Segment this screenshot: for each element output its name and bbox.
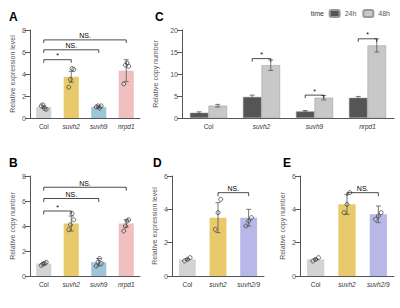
svg-text:*: *	[56, 204, 59, 211]
svg-text:Col: Col	[204, 123, 214, 130]
svg-text:E: E	[283, 156, 291, 170]
svg-text:*: *	[56, 52, 59, 59]
svg-text:6: 6	[164, 173, 168, 180]
svg-text:suvh9: suvh9	[306, 123, 324, 130]
svg-text:suvh2/9: suvh2/9	[367, 281, 390, 288]
svg-text:nrpd1: nrpd1	[118, 281, 135, 289]
svg-text:time: time	[311, 10, 324, 17]
svg-text:0: 0	[292, 273, 296, 280]
svg-text:NS.: NS.	[357, 185, 369, 192]
svg-text:suvh2: suvh2	[338, 281, 356, 288]
svg-text:6: 6	[292, 173, 296, 180]
svg-text:6: 6	[22, 198, 26, 205]
svg-text:suvh9: suvh9	[90, 281, 108, 288]
svg-text:Relative expression level: Relative expression level	[9, 35, 17, 113]
svg-text:2: 2	[22, 93, 26, 100]
svg-text:suvh9: suvh9	[90, 123, 108, 130]
svg-text:0: 0	[174, 115, 178, 122]
svg-text:0: 0	[22, 273, 26, 280]
svg-text:nrpd1: nrpd1	[118, 123, 135, 131]
svg-text:Col: Col	[182, 281, 192, 288]
svg-text:Relative expression level: Relative expression level	[151, 187, 159, 265]
svg-text:*: *	[366, 31, 369, 38]
svg-text:8: 8	[22, 173, 26, 180]
svg-text:8: 8	[22, 27, 26, 34]
svg-text:Relative copy number: Relative copy number	[9, 191, 17, 259]
svg-text:Relative copy number: Relative copy number	[152, 39, 160, 107]
svg-text:4: 4	[164, 206, 168, 213]
svg-text:4: 4	[22, 71, 26, 78]
svg-text:Col: Col	[39, 281, 49, 288]
svg-text:4: 4	[292, 206, 296, 213]
svg-text:20: 20	[170, 27, 178, 34]
svg-text:2: 2	[292, 239, 296, 246]
svg-text:A: A	[9, 10, 18, 24]
svg-text:24h: 24h	[345, 10, 357, 17]
svg-text:B: B	[9, 156, 18, 170]
svg-text:4: 4	[22, 223, 26, 230]
svg-text:nrpd1: nrpd1	[359, 123, 376, 131]
svg-text:*: *	[313, 88, 316, 95]
svg-text:10: 10	[170, 71, 178, 78]
svg-text:6: 6	[22, 49, 26, 56]
svg-text:5: 5	[174, 93, 178, 100]
svg-text:Col: Col	[311, 281, 321, 288]
svg-text:15: 15	[170, 49, 178, 56]
svg-text:NS.: NS.	[227, 185, 239, 192]
svg-text:suvh2: suvh2	[209, 281, 227, 288]
svg-text:C: C	[155, 10, 164, 24]
svg-text:suvh2/9: suvh2/9	[237, 281, 260, 288]
svg-text:suvh2: suvh2	[63, 281, 81, 288]
svg-text:Col: Col	[39, 123, 49, 130]
svg-text:NS.: NS.	[79, 180, 91, 187]
svg-text:suvh2: suvh2	[253, 123, 271, 130]
svg-text:*: *	[260, 51, 263, 58]
svg-text:48h: 48h	[378, 10, 390, 17]
svg-text:NS.: NS.	[79, 32, 91, 39]
svg-text:2: 2	[164, 239, 168, 246]
svg-text:Relative copy number: Relative copy number	[279, 191, 287, 259]
svg-text:0: 0	[22, 115, 26, 122]
svg-text:2: 2	[22, 248, 26, 255]
svg-text:NS.: NS.	[65, 191, 77, 198]
svg-text:NS.: NS.	[65, 42, 77, 49]
svg-text:suvh2: suvh2	[63, 123, 81, 130]
svg-text:0: 0	[164, 273, 168, 280]
svg-text:D: D	[153, 156, 162, 170]
